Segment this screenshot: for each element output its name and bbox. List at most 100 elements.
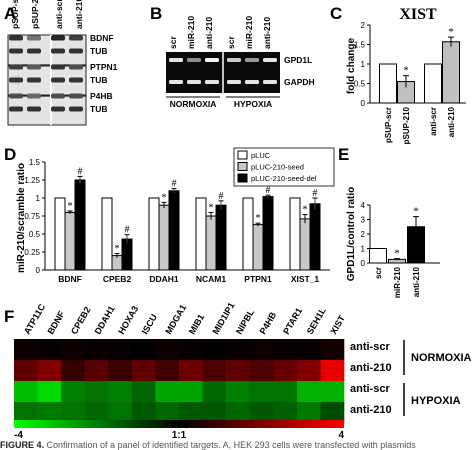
lane-label-mir-210: miR-210 [244,16,254,49]
protein-label: TUB [90,104,107,114]
heatmap-cell [37,360,62,382]
blot-band [9,77,23,83]
y-tick-label: 1.5 [29,158,41,167]
gel-band [227,58,241,62]
y-tick-label: 0.25 [24,248,40,257]
heatmap-cell [226,339,251,361]
legend-swatch [237,173,248,183]
lane-label-anti-210: anti-210 [262,17,272,49]
heatmap-cell [179,402,203,424]
lane-label-anti-210: anti-210 [204,17,214,49]
x-tick-label: BDNF [58,274,82,284]
gel-band [187,80,201,84]
heatmap-cell [202,402,227,424]
heatmap-cell [155,339,180,361]
significance-marker: # [313,188,318,199]
heatmap-cell [131,339,156,361]
heatmap-cell [249,402,274,424]
heatmap-cell [273,381,298,403]
bar [442,41,460,104]
y-tick-label: 1.5 [354,41,366,50]
scale-mid-label: 1:1 [172,430,187,440]
y-tick-label: 0 [361,259,366,268]
column-label: MDGA1 [163,303,188,336]
panel-e: E GPD1L/control ratio 0 1 2 3 4 scr * miR-210 * a… [338,145,440,298]
condition-label-normoxia: NORMOXIA [170,99,217,109]
heatmap-cell [14,360,38,382]
heatmap-cell [226,381,251,403]
heatmap-cell [131,360,156,382]
panel-label-f: F [4,307,14,326]
panel-label-d: D [4,145,16,164]
heatmap-cell [108,339,133,361]
bar [379,63,397,104]
bar [262,196,274,271]
heatmap-cell [84,339,109,361]
x-tick-label: miR-210 [393,266,402,298]
bar [195,197,207,271]
lane-label-pSUP-scr: pSUP-scr [10,0,20,29]
gel-band [205,58,219,62]
row-label-anti-scr: anti-scr [350,341,390,353]
blot-band [69,35,83,41]
blot-band [27,77,41,83]
y-tick-label: 2 [361,230,366,239]
significance-marker: * [162,192,167,203]
protein-label: PTPN1 [90,62,118,72]
x-tick-label: anti-scr [429,107,438,136]
blot-band [69,106,83,112]
heatmap-cell [179,360,203,382]
heatmap-cell [155,360,180,382]
bar [121,238,133,271]
gel-band [169,80,183,84]
caption-label: FIGURE 4. [0,440,45,450]
significance-marker: * [68,201,73,212]
gene-label: GAPDH [284,77,315,87]
heatmap-cell [84,402,109,424]
lane-label-scr: scr [226,36,236,49]
heatmap-cell [37,381,62,403]
heatmap-cell [61,360,86,382]
significance-marker: # [219,191,224,202]
heatmap-cell [37,402,62,424]
x-tick-label: DDAH1 [149,274,179,284]
bar [101,197,113,271]
gel-band [205,80,219,84]
significance-marker: * [403,65,409,77]
blot-band [27,48,41,54]
column-label: NIPBL [234,307,256,336]
bar [424,63,442,104]
heatmap-cell [226,360,251,382]
y-tick-label: 0 [36,266,41,275]
heatmap-cell [179,339,203,361]
bar [299,218,311,271]
blot-band [51,106,65,112]
panel-c: C XIST fold change 0 0.5 1 1.5 2 pSUP-scr * pSU… [330,4,466,144]
heatmap-cell [61,402,86,424]
significance-marker: * [303,205,308,216]
y-tick-label: 1 [36,194,41,203]
lane-label-anti-210: anti-210 [74,0,84,29]
row-label-anti-scr: anti-scr [350,383,390,395]
panel-label-e: E [338,145,349,164]
x-tick-label: CPEB2 [103,274,132,284]
gel-band [187,58,201,62]
caption-text: Confirmation of a panel of identified ta… [46,440,416,450]
blot-band [9,106,23,112]
blot-band [9,35,23,41]
y-tick-label: 1 [361,60,366,69]
significance-marker: * [394,248,400,260]
group-label-normoxia: NORMOXIA [411,352,472,364]
scale-min-label: -4 [14,430,23,440]
x-tick-label: pSUP-scr [384,107,393,143]
heatmap-cell [202,360,227,382]
legend-label: pLUC [251,151,271,160]
significance-marker: * [413,206,419,218]
blot-band [9,93,23,99]
x-tick-label: XIST_1 [291,274,320,284]
gel-band [263,80,277,84]
western-blot: BDNF TUB PTPN1 TUB P4HB TUB [7,33,118,126]
heatmap-cell [155,381,180,403]
